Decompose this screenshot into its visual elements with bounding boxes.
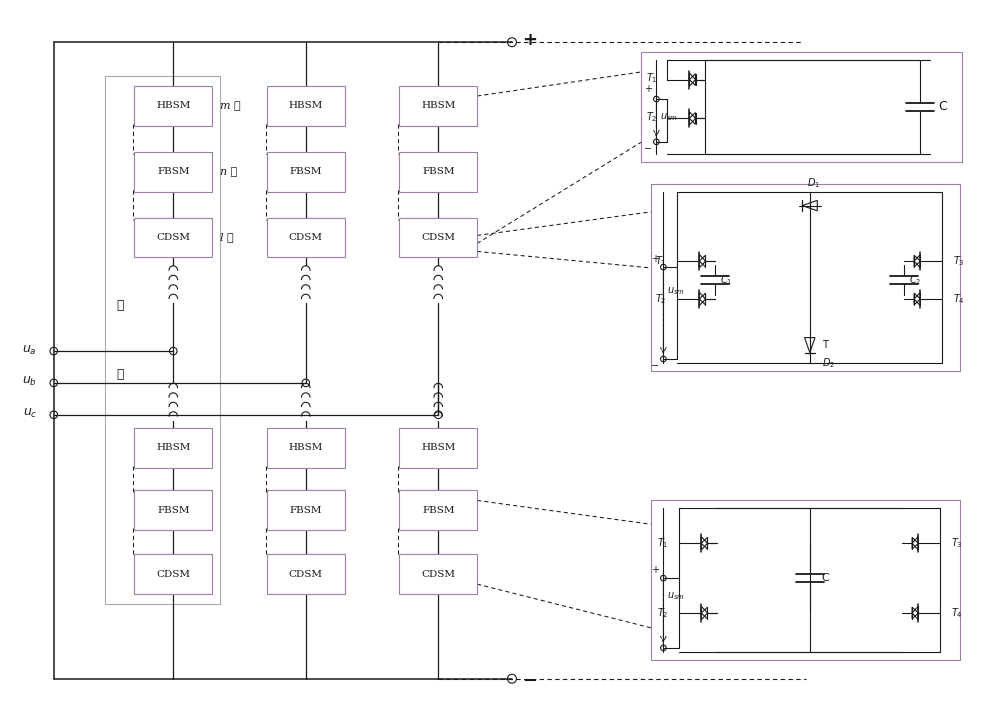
Text: C: C [938, 101, 947, 113]
Text: $u_a$: $u_a$ [22, 344, 37, 356]
Bar [267, 554, 345, 594]
Bar [267, 86, 345, 126]
Text: HBSM: HBSM [421, 443, 455, 452]
Text: $T_2$: $T_2$ [646, 111, 657, 124]
Text: HBSM: HBSM [289, 101, 323, 111]
Bar [267, 217, 345, 257]
Bar [267, 428, 345, 468]
Text: $T_1$: $T_1$ [655, 255, 666, 268]
Text: l 个: l 个 [220, 232, 234, 242]
Text: $T_3$: $T_3$ [953, 255, 965, 268]
Text: HBSM: HBSM [421, 101, 455, 111]
Text: $C_1$: $C_1$ [720, 273, 733, 287]
Text: FBSM: FBSM [422, 168, 454, 176]
Bar [134, 491, 212, 530]
Bar [399, 152, 477, 192]
Text: $u_c$: $u_c$ [23, 407, 37, 421]
Text: CDSM: CDSM [421, 570, 455, 579]
Bar [399, 86, 477, 126]
Text: FBSM: FBSM [157, 506, 190, 515]
Text: C: C [822, 573, 829, 583]
Text: FBSM: FBSM [422, 506, 454, 515]
Bar [134, 86, 212, 126]
Text: FBSM: FBSM [157, 168, 190, 176]
Text: $T_4$: $T_4$ [953, 292, 965, 306]
Bar [399, 554, 477, 594]
Text: HBSM: HBSM [156, 443, 190, 452]
Text: $u_{sm}$: $u_{sm}$ [667, 285, 685, 297]
Text: +: + [651, 565, 659, 575]
Bar [267, 152, 345, 192]
Text: n 个: n 个 [220, 167, 237, 177]
Text: $D_1$: $D_1$ [807, 176, 820, 190]
Text: $C_2$: $C_2$ [909, 273, 922, 287]
Text: HBSM: HBSM [289, 443, 323, 452]
Text: $u_{sm}$: $u_{sm}$ [667, 590, 685, 602]
Text: +: + [644, 84, 652, 94]
Text: T: T [822, 340, 828, 350]
Bar [134, 428, 212, 468]
Bar [267, 491, 345, 530]
Text: 桥: 桥 [117, 299, 124, 312]
Text: CDSM: CDSM [156, 233, 190, 242]
Bar [651, 501, 960, 660]
Text: m 个: m 个 [220, 101, 241, 111]
Text: CDSM: CDSM [156, 570, 190, 579]
Text: CDSM: CDSM [289, 570, 323, 579]
Text: $T_4$: $T_4$ [951, 606, 963, 620]
Bar [651, 184, 960, 371]
Text: $u_{sm}$: $u_{sm}$ [660, 111, 678, 123]
Bar [105, 76, 220, 604]
Bar [134, 217, 212, 257]
Text: $T_1$: $T_1$ [657, 536, 668, 550]
Text: $u_b$: $u_b$ [22, 375, 37, 389]
Text: −: − [522, 672, 537, 689]
Text: $T_2$: $T_2$ [655, 292, 666, 306]
Text: FBSM: FBSM [290, 168, 322, 176]
Text: +: + [522, 31, 537, 49]
Text: FBSM: FBSM [290, 506, 322, 515]
Text: $T_1$: $T_1$ [646, 72, 657, 86]
Text: $T_3$: $T_3$ [951, 536, 963, 550]
Text: −: − [644, 144, 652, 154]
Bar [399, 428, 477, 468]
Bar [134, 554, 212, 594]
Text: CDSM: CDSM [289, 233, 323, 242]
Text: +: + [651, 254, 659, 264]
Text: −: − [651, 361, 659, 371]
Bar [399, 217, 477, 257]
Bar [399, 491, 477, 530]
Text: CDSM: CDSM [421, 233, 455, 242]
Bar [134, 152, 212, 192]
Text: 臂: 臂 [117, 369, 124, 381]
Text: HBSM: HBSM [156, 101, 190, 111]
Text: $T_2$: $T_2$ [657, 606, 668, 620]
Text: $D_2$: $D_2$ [822, 356, 835, 370]
Bar [641, 52, 962, 162]
